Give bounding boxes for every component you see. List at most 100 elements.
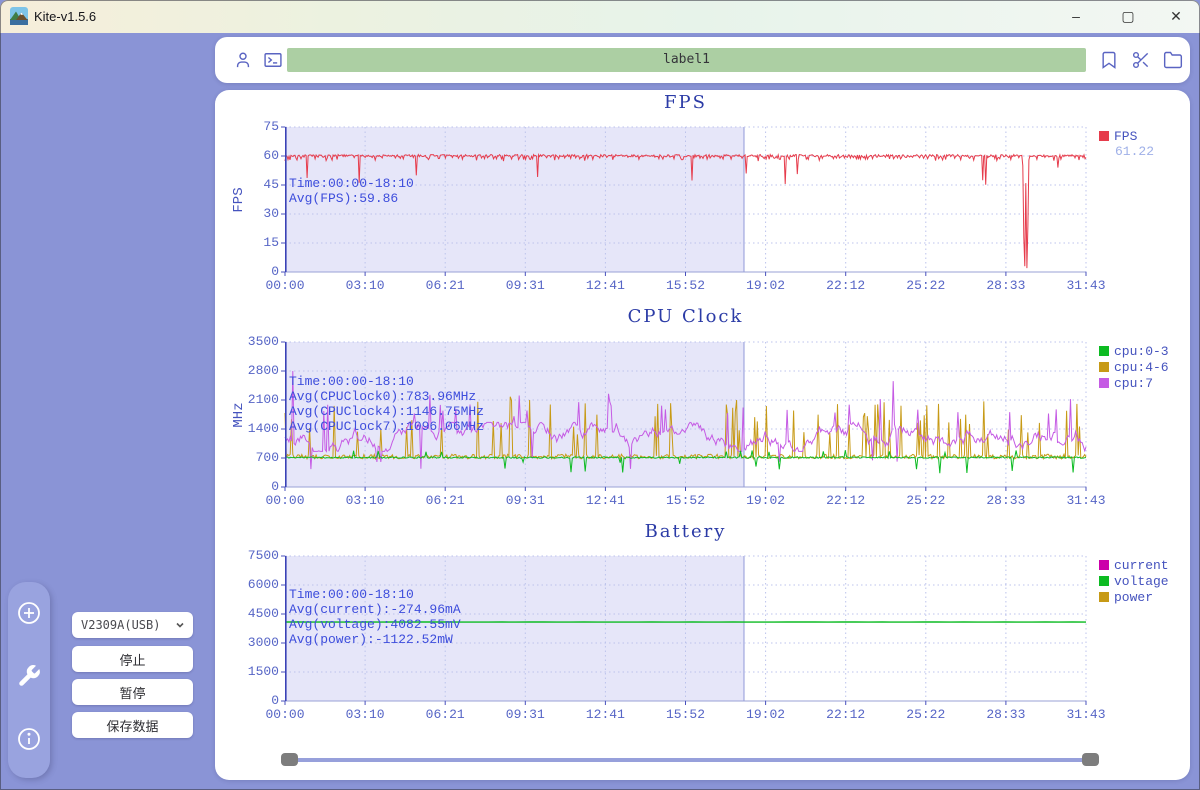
cpu-clock-annotation-line: Avg(CPUClock7):1096.06MHz	[289, 419, 485, 434]
legend-swatch	[1099, 346, 1109, 356]
cpu-clock-legend-item[interactable]: cpu:7	[1099, 375, 1169, 391]
cpu-clock-y-tick: 1400	[247, 421, 279, 436]
battery-y-tick: 3000	[247, 635, 279, 650]
cpu-clock-chart-title: CPU Clock	[627, 306, 744, 327]
close-button[interactable]: ✕	[1170, 8, 1182, 24]
battery-legend-item[interactable]: current	[1099, 557, 1169, 573]
legend-label: power	[1114, 589, 1154, 605]
battery-annotation-line: Time:00:00-18:10	[289, 587, 414, 602]
legend-label: cpu:4-6	[1114, 359, 1169, 375]
battery-y-tick: 0	[271, 693, 279, 708]
bookmark-icon[interactable]	[1099, 50, 1119, 70]
label-input[interactable]: label1	[287, 48, 1086, 72]
terminal-icon[interactable]	[263, 50, 283, 70]
time-range-slider[interactable]	[281, 752, 1099, 768]
cpu-clock-y-tick: 2800	[247, 363, 279, 378]
fps-y-tick: 30	[263, 206, 279, 221]
legend-swatch	[1099, 592, 1109, 602]
fps-annotation: Time:00:00-18:10 Avg(FPS):59.86	[289, 176, 414, 206]
scissors-icon[interactable]	[1131, 50, 1151, 70]
fps-annotation-line: Time:00:00-18:10	[289, 176, 414, 191]
legend-label: cpu:7	[1114, 375, 1154, 391]
legend-label: voltage	[1114, 573, 1169, 589]
fps-x-tick: 22:12	[826, 278, 866, 293]
fps-x-tick: 15:52	[665, 278, 705, 293]
battery-y-tick: 7500	[247, 548, 279, 563]
folder-icon[interactable]	[1163, 50, 1183, 70]
battery-legend-item[interactable]: voltage	[1099, 573, 1169, 589]
fps-x-tick: 31:43	[1066, 278, 1106, 293]
fps-x-tick: 03:10	[345, 278, 385, 293]
battery-plot-area[interactable]	[281, 555, 1087, 705]
cpu-clock-annotation: Time:00:00-18:10 Avg(CPUClock0):783.96MHz…	[289, 374, 484, 434]
cpu-clock-plot-area[interactable]	[281, 341, 1087, 491]
battery-x-tick: 25:22	[906, 707, 946, 722]
fps-y-tick: 15	[263, 235, 279, 250]
battery-annotation-line: Avg(power):-1122.52mW	[289, 632, 453, 647]
cpu-clock-x-tick: 12:41	[585, 493, 625, 508]
save-data-button[interactable]: 保存数据	[72, 712, 193, 738]
fps-x-tick: 00:00	[265, 278, 305, 293]
battery-chart-title: Battery	[644, 521, 727, 542]
stop-button[interactable]: 停止	[72, 646, 193, 672]
fps-legend-item[interactable]: FPS	[1099, 128, 1154, 144]
cpu-clock-y-tick: 3500	[247, 334, 279, 349]
legend-swatch	[1099, 560, 1109, 570]
battery-x-tick: 12:41	[585, 707, 625, 722]
cpu-clock-y-tick: 0	[271, 479, 279, 494]
legend-swatch	[1099, 131, 1109, 141]
slider-handle-left[interactable]	[281, 753, 298, 766]
slider-track[interactable]	[289, 758, 1091, 762]
cpu-clock-x-tick: 25:22	[906, 493, 946, 508]
battery-annotation-line: Avg(voltage):4082.55mV	[289, 617, 461, 632]
cpu-clock-legend: cpu:0-3 cpu:4-6 cpu:7	[1099, 343, 1169, 391]
maximize-button[interactable]: ▢	[1121, 8, 1135, 24]
info-circle-icon[interactable]	[16, 726, 42, 752]
fps-y-tick: 45	[263, 177, 279, 192]
cpu-clock-x-tick: 15:52	[665, 493, 705, 508]
cpu-clock-annotation-line: Avg(CPUClock4):1146.75MHz	[289, 404, 485, 419]
cpu-clock-x-tick: 31:43	[1066, 493, 1106, 508]
legend-swatch	[1099, 362, 1109, 372]
fps-x-tick: 06:21	[425, 278, 465, 293]
titlebar: Kite-v1.5.6 – ▢ ✕	[0, 0, 1200, 33]
cpu-clock-x-tick: 09:31	[505, 493, 545, 508]
cpu-clock-x-tick: 06:21	[425, 493, 465, 508]
fps-plot-area[interactable]	[281, 126, 1087, 276]
battery-annotation: Time:00:00-18:10 Avg(current):-274.96mA Av…	[289, 587, 461, 647]
legend-current-value: 61.22	[1115, 144, 1155, 159]
cpu-clock-legend-item[interactable]: cpu:0-3	[1099, 343, 1169, 359]
battery-y-tick: 1500	[247, 664, 279, 679]
battery-y-tick: 6000	[247, 577, 279, 592]
battery-x-tick: 22:12	[826, 707, 866, 722]
cpu-clock-x-tick: 22:12	[826, 493, 866, 508]
battery-x-tick: 15:52	[665, 707, 705, 722]
cpu-clock-x-tick: 03:10	[345, 493, 385, 508]
fps-x-tick: 25:22	[906, 278, 946, 293]
legend-label: current	[1114, 557, 1169, 573]
cpu-clock-y-tick: 2100	[247, 392, 279, 407]
toolbar: label1	[215, 37, 1190, 83]
slider-handle-right[interactable]	[1082, 753, 1099, 766]
battery-annotation-line: Avg(current):-274.96mA	[289, 602, 461, 617]
window-title: Kite-v1.5.6	[34, 9, 97, 24]
battery-x-tick: 28:33	[986, 707, 1026, 722]
pause-button[interactable]: 暂停	[72, 679, 193, 705]
cpu-clock-annotation-line: Time:00:00-18:10	[289, 374, 414, 389]
battery-x-tick: 09:31	[505, 707, 545, 722]
cpu-clock-x-tick: 28:33	[986, 493, 1026, 508]
battery-y-tick: 4500	[247, 606, 279, 621]
wrench-icon[interactable]	[16, 663, 42, 689]
chart-panel: FPS FPS 0 15 30 45 60 75 00:00 03:10 06:21 09:31 12:…	[215, 90, 1190, 780]
minimize-button[interactable]: –	[1072, 8, 1080, 24]
user-icon[interactable]	[233, 50, 253, 70]
device-select[interactable]: V2309A(USB)	[72, 612, 193, 638]
cpu-clock-legend-item[interactable]: cpu:4-6	[1099, 359, 1169, 375]
fps-x-tick: 12:41	[585, 278, 625, 293]
battery-x-tick: 31:43	[1066, 707, 1106, 722]
battery-x-tick: 03:10	[345, 707, 385, 722]
cpu-clock-annotation-line: Avg(CPUClock0):783.96MHz	[289, 389, 477, 404]
battery-legend-item[interactable]: power	[1099, 589, 1169, 605]
legend-swatch	[1099, 576, 1109, 586]
add-circle-icon[interactable]	[16, 600, 42, 626]
